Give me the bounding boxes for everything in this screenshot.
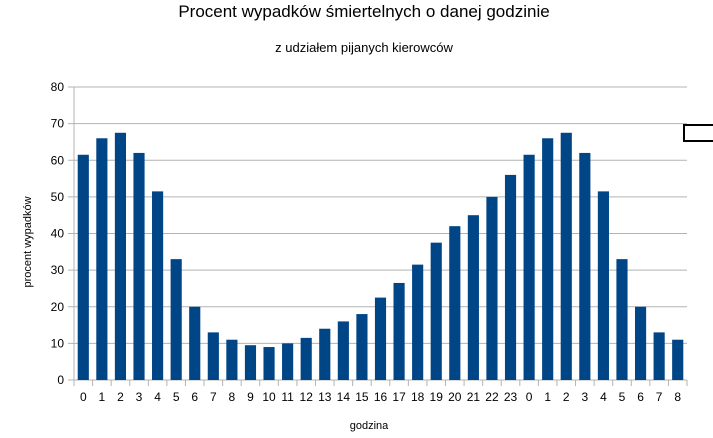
x-tick-label: 6 — [637, 390, 644, 404]
x-tick-label: 9 — [247, 390, 254, 404]
x-tick-label: 2 — [117, 390, 124, 404]
bar — [616, 259, 628, 380]
bar — [634, 306, 647, 380]
bar — [486, 196, 498, 380]
bar — [244, 345, 257, 380]
y-tick-label: 40 — [51, 227, 65, 241]
x-tick-labels: 0 1 2 3 4 5 6 7 8 9 10 11 12 13 14 15 16 17 18 19 20 21 22 23 0 1… — [80, 390, 681, 404]
x-tick-label: 22 — [485, 390, 499, 404]
x-tick-label: 20 — [448, 390, 462, 404]
x-tick-label: 2 — [563, 390, 570, 404]
y-tick-labels: 0 10 20 30 40 50 60 70 80 — [51, 80, 65, 387]
chart-subtitle: z udziałem pijanych kierowców — [275, 40, 453, 55]
x-tick-label: 7 — [656, 390, 663, 404]
bar — [263, 347, 275, 380]
chart-title: Procent wypadków śmiertelnych o danej go… — [178, 2, 549, 21]
x-tick-label: 18 — [411, 390, 425, 404]
bar — [653, 332, 665, 380]
bar — [579, 152, 591, 380]
legend-box — [683, 124, 713, 142]
x-tick-label: 3 — [581, 390, 588, 404]
bar — [393, 282, 405, 380]
bar — [207, 332, 219, 380]
bar — [226, 339, 238, 380]
x-tick-label: 8 — [229, 390, 236, 404]
bar — [189, 306, 201, 380]
bar — [133, 152, 145, 380]
x-tick-label: 15 — [355, 390, 369, 404]
bar — [170, 259, 182, 380]
x-tick-label: 16 — [374, 390, 388, 404]
y-tick-label: 50 — [51, 190, 65, 204]
bar — [672, 339, 684, 380]
bar — [542, 138, 554, 380]
x-tick-label: 0 — [526, 390, 533, 404]
x-tick-label: 6 — [191, 390, 198, 404]
bar — [560, 132, 572, 380]
x-tick-label: 21 — [467, 390, 481, 404]
y-tick-label: 10 — [51, 336, 65, 350]
x-tick-label: 12 — [300, 390, 314, 404]
bar — [449, 226, 461, 380]
bar — [467, 215, 479, 380]
bar — [282, 343, 294, 380]
y-tick-label: 60 — [51, 153, 65, 167]
bar — [597, 191, 609, 380]
x-tick-label: 7 — [210, 390, 217, 404]
bar — [96, 138, 108, 380]
x-tick-label: 8 — [674, 390, 681, 404]
bars — [77, 132, 684, 380]
x-tick-label: 13 — [318, 390, 332, 404]
bar — [114, 132, 127, 380]
bar — [300, 337, 312, 380]
x-axis-label: godzina — [350, 420, 389, 432]
y-tick-label: 30 — [51, 263, 65, 277]
bar — [77, 154, 89, 380]
x-tick-label: 14 — [337, 390, 351, 404]
bar — [356, 314, 368, 380]
y-axis-label: procent wypadków — [22, 196, 34, 287]
bar — [412, 264, 424, 380]
y-tick-label: 80 — [51, 80, 65, 94]
bar — [319, 328, 331, 380]
x-tick-label: 10 — [262, 390, 276, 404]
bar — [504, 174, 517, 380]
x-tick-label: 4 — [154, 390, 161, 404]
y-tick-label: 20 — [51, 300, 65, 314]
x-tick-label: 1 — [544, 390, 551, 404]
x-tick-label: 1 — [99, 390, 106, 404]
x-tick-label: 4 — [600, 390, 607, 404]
x-tick-label: 17 — [392, 390, 406, 404]
bar — [430, 242, 442, 380]
bar — [374, 297, 387, 380]
x-tick-label: 5 — [619, 390, 626, 404]
y-tick-label: 70 — [51, 117, 65, 131]
x-tick-label: 23 — [504, 390, 518, 404]
bar — [523, 154, 535, 380]
bar — [337, 321, 349, 380]
y-tick-label: 0 — [57, 373, 64, 387]
x-tick-label: 0 — [80, 390, 87, 404]
x-tick-label: 11 — [281, 390, 294, 404]
bar — [152, 191, 164, 380]
x-tick-label: 19 — [430, 390, 444, 404]
x-tick-label: 5 — [173, 390, 180, 404]
x-tick-label: 3 — [136, 390, 143, 404]
